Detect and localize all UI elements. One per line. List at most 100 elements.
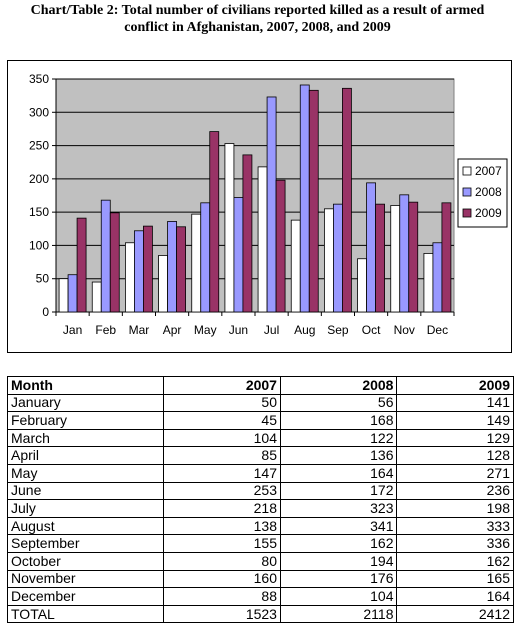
table-cell-value: 253: [163, 481, 281, 501]
bar-2009-oct: [375, 203, 385, 313]
table-row: September 155 162 336: [6, 534, 514, 553]
x-tick-label: Feb: [95, 323, 116, 337]
bar-2008-jan: [67, 274, 78, 313]
legend-swatch-2008: [462, 187, 472, 197]
bar-2008-may: [200, 202, 211, 313]
bar-2008-aug: [299, 84, 310, 313]
title-line-1: Chart/Table 2: Total number of civilians…: [30, 3, 485, 18]
table-cell-value: 138: [163, 516, 281, 536]
bar-2007-apr: [158, 255, 168, 313]
table-cell-value: 80: [163, 551, 281, 571]
bar-2008-dec: [432, 242, 443, 313]
x-tick-label: Jul: [264, 323, 279, 337]
y-tick-label: 150: [29, 205, 49, 219]
table-cell-value: 1523: [163, 604, 281, 624]
table-cell-value: 336: [396, 534, 514, 553]
table-cell-month: February: [6, 411, 165, 430]
bar-2007-jul: [257, 166, 268, 313]
table-cell-value: 85: [163, 446, 281, 465]
table-row: March 104 122 129: [6, 428, 514, 448]
table-row: February 45 168 149: [6, 411, 514, 430]
bar-2009-sep: [342, 87, 352, 313]
table-cell-value: 165: [396, 569, 514, 589]
bar-2009-feb: [109, 212, 120, 313]
bar-2009-jul: [275, 179, 286, 313]
table-row: August 138 341 333: [6, 516, 514, 536]
bar-2007-dec: [423, 253, 434, 313]
table-row: November 160 176 165: [6, 569, 514, 589]
table-cell-value: 56: [279, 393, 398, 413]
chart-title: Chart/Table 2: Total number of civilians…: [0, 2, 515, 36]
table-row: January 50 56 141: [6, 393, 514, 413]
bar-2007-aug: [290, 219, 301, 313]
table-cell-value: 128: [396, 446, 514, 465]
x-tick-label: Jan: [63, 323, 82, 337]
table-cell-value: 2412: [396, 604, 514, 624]
title-line-2: conflict in Afghanistan, 2007, 2008, and…: [124, 20, 391, 35]
header-2009: 2009: [396, 376, 514, 395]
table-cell-month: April: [6, 446, 165, 465]
table-cell-month: September: [6, 534, 165, 553]
legend-label-2007: 2007: [475, 164, 502, 178]
table-row: May 147 164 271: [6, 463, 514, 483]
data-table: Month 2007 2008 2009 January 50 56 141 Febru…: [6, 376, 514, 624]
legend-label-2008: 2008: [475, 185, 502, 199]
x-tick-label: Oct: [362, 323, 381, 337]
y-tick-label: 0: [42, 305, 49, 319]
legend-swatch-2007: [462, 166, 472, 176]
bar-2007-jan: [58, 278, 69, 313]
x-tick-label: May: [194, 323, 217, 337]
table-cell-value: 164: [279, 463, 398, 483]
table-cell-value: 147: [163, 463, 281, 483]
x-tick-label: Nov: [394, 323, 415, 337]
y-tick-label: 50: [36, 272, 50, 286]
table-cell-value: 162: [396, 551, 514, 571]
bar-2008-jun: [233, 197, 244, 313]
bar-2008-jul: [266, 96, 277, 313]
header-2008: 2008: [279, 376, 398, 395]
header-month: Month: [6, 376, 165, 395]
legend-swatch-2009: [462, 208, 472, 218]
bar-2009-aug: [308, 89, 319, 313]
table-cell-value: 141: [396, 393, 514, 413]
y-tick-label: 300: [29, 105, 49, 119]
table-header-row: Month 2007 2008 2009: [6, 376, 514, 395]
table-cell-value: 176: [279, 569, 398, 589]
bar-2009-jan: [76, 217, 87, 313]
table-cell-value: 160: [163, 569, 281, 589]
bar-2008-oct: [366, 182, 376, 313]
bar-2009-apr: [176, 226, 186, 313]
table-cell-value: 129: [396, 428, 514, 448]
table-cell-value: 2118: [279, 604, 398, 624]
table-cell-month: December: [6, 587, 165, 606]
bar-2008-feb: [100, 199, 111, 313]
table-cell-value: 198: [396, 499, 514, 518]
table-cell-value: 162: [279, 534, 398, 553]
table-cell-value: 50: [163, 393, 281, 413]
table-row: June 253 172 236: [6, 481, 514, 501]
x-tick-label: Dec: [427, 323, 448, 337]
bar-2009-may: [209, 131, 220, 313]
bar-2008-apr: [167, 221, 177, 313]
table-cell-month: TOTAL: [6, 604, 165, 624]
bar-2009-nov: [408, 201, 419, 313]
bar-2007-nov: [390, 205, 401, 313]
table-cell-value: 149: [396, 411, 514, 430]
table-cell-value: 168: [279, 411, 398, 430]
plot-area: [55, 78, 455, 313]
table-cell-value: 341: [279, 516, 398, 536]
table-cell-month: June: [6, 481, 165, 501]
header-2007: 2007: [163, 376, 281, 395]
y-tick-label: 250: [29, 139, 49, 153]
bar-2007-may: [191, 213, 202, 313]
table-cell-value: 136: [279, 446, 398, 465]
table-cell-value: 333: [396, 516, 514, 536]
table-cell-month: November: [6, 569, 165, 589]
x-tick-label: Apr: [163, 323, 182, 337]
legend-label-2009: 2009: [475, 206, 502, 220]
table-cell-value: 122: [279, 428, 398, 448]
bar-chart: 0 50 100 150 200 250 300 350 Jan Feb Mar Apr May Jun J…: [29, 72, 508, 337]
x-tick-label: Sep: [327, 323, 349, 337]
table-cell-month: May: [6, 463, 165, 483]
table-cell-month: August: [6, 516, 165, 536]
